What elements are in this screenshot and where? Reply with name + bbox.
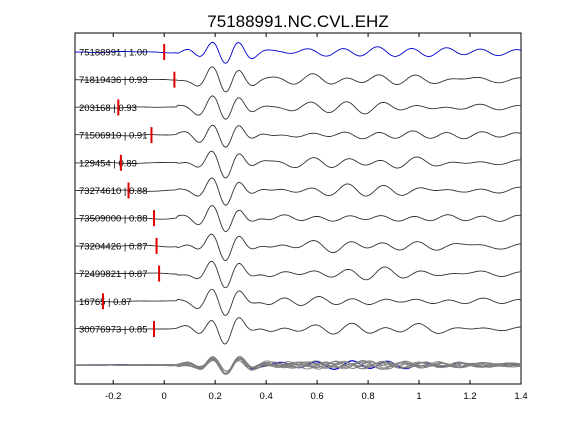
trace-label: 30076973 | 0.85 [79,325,148,336]
trace-line [75,204,522,233]
x-tick-label: 0.2 [209,391,222,402]
trace-10: 30076973 | 0.85 [74,317,522,345]
x-tick-label: 0.8 [361,391,374,402]
trace-line [75,233,522,262]
trace-label: 16765 | 0.87 [79,297,132,308]
trace-6: 73509000 | 0.88 [75,204,522,233]
trace-label: 129454 | 0.89 [79,158,137,169]
trace-7: 73204426 | 0.87 [75,233,522,262]
traces-group: 75188991 | 1.00 71819436 | 0.93 203168 | 0… [74,41,522,345]
trace-label: 72499821 | 0.87 [79,269,148,280]
stack-trace-10 [75,355,522,375]
trace-label: 73274610 | 0.88 [79,186,148,197]
trace-label: 75188991 | 1.00 [79,48,148,59]
trace-0: 75188991 | 1.00 [75,41,522,64]
trace-line [75,124,522,148]
chart-title: 75188991.NC.CVL.EHZ [207,12,388,31]
trace-label: 203168 | 0.93 [79,103,137,114]
trace-line [75,95,522,120]
trace-2: 203168 | 0.93 [75,95,522,120]
x-tick-label: -0.2 [105,391,121,402]
trace-label: 73204426 | 0.87 [79,241,148,252]
plot-frame [74,32,522,385]
x-tick-label: 1 [416,391,421,402]
trace-3: 71506910 | 0.91 [75,124,522,148]
trace-label: 73509000 | 0.88 [79,214,148,225]
trace-line [74,317,522,345]
x-tick-label: 1.2 [463,391,476,402]
trace-1: 71819436 | 0.93 [74,66,521,93]
trace-line [74,150,521,179]
x-tick-label: 1.4 [514,391,527,402]
trace-line [74,66,521,93]
trace-4: 129454 | 0.89 [74,150,521,179]
x-tick-label: 0.6 [311,391,324,402]
x-axis: -0.2 0 0.2 0.4 0.6 0.8 1 1.2 1.4 [105,33,528,402]
trace-line [75,41,522,64]
trace-8: 72499821 | 0.87 [75,260,522,289]
trace-label: 71819436 | 0.93 [79,75,148,86]
trace-label: 71506910 | 0.91 [79,131,148,142]
stack-group [74,355,522,375]
x-tick-label: 0 [162,391,167,402]
trace-line [75,260,522,289]
trace-line [75,288,522,316]
trace-9: 16765 | 0.87 [75,288,522,316]
trace-line [75,177,521,206]
trace-5: 73274610 | 0.88 [75,177,521,206]
x-tick-label: 0.4 [260,391,273,402]
